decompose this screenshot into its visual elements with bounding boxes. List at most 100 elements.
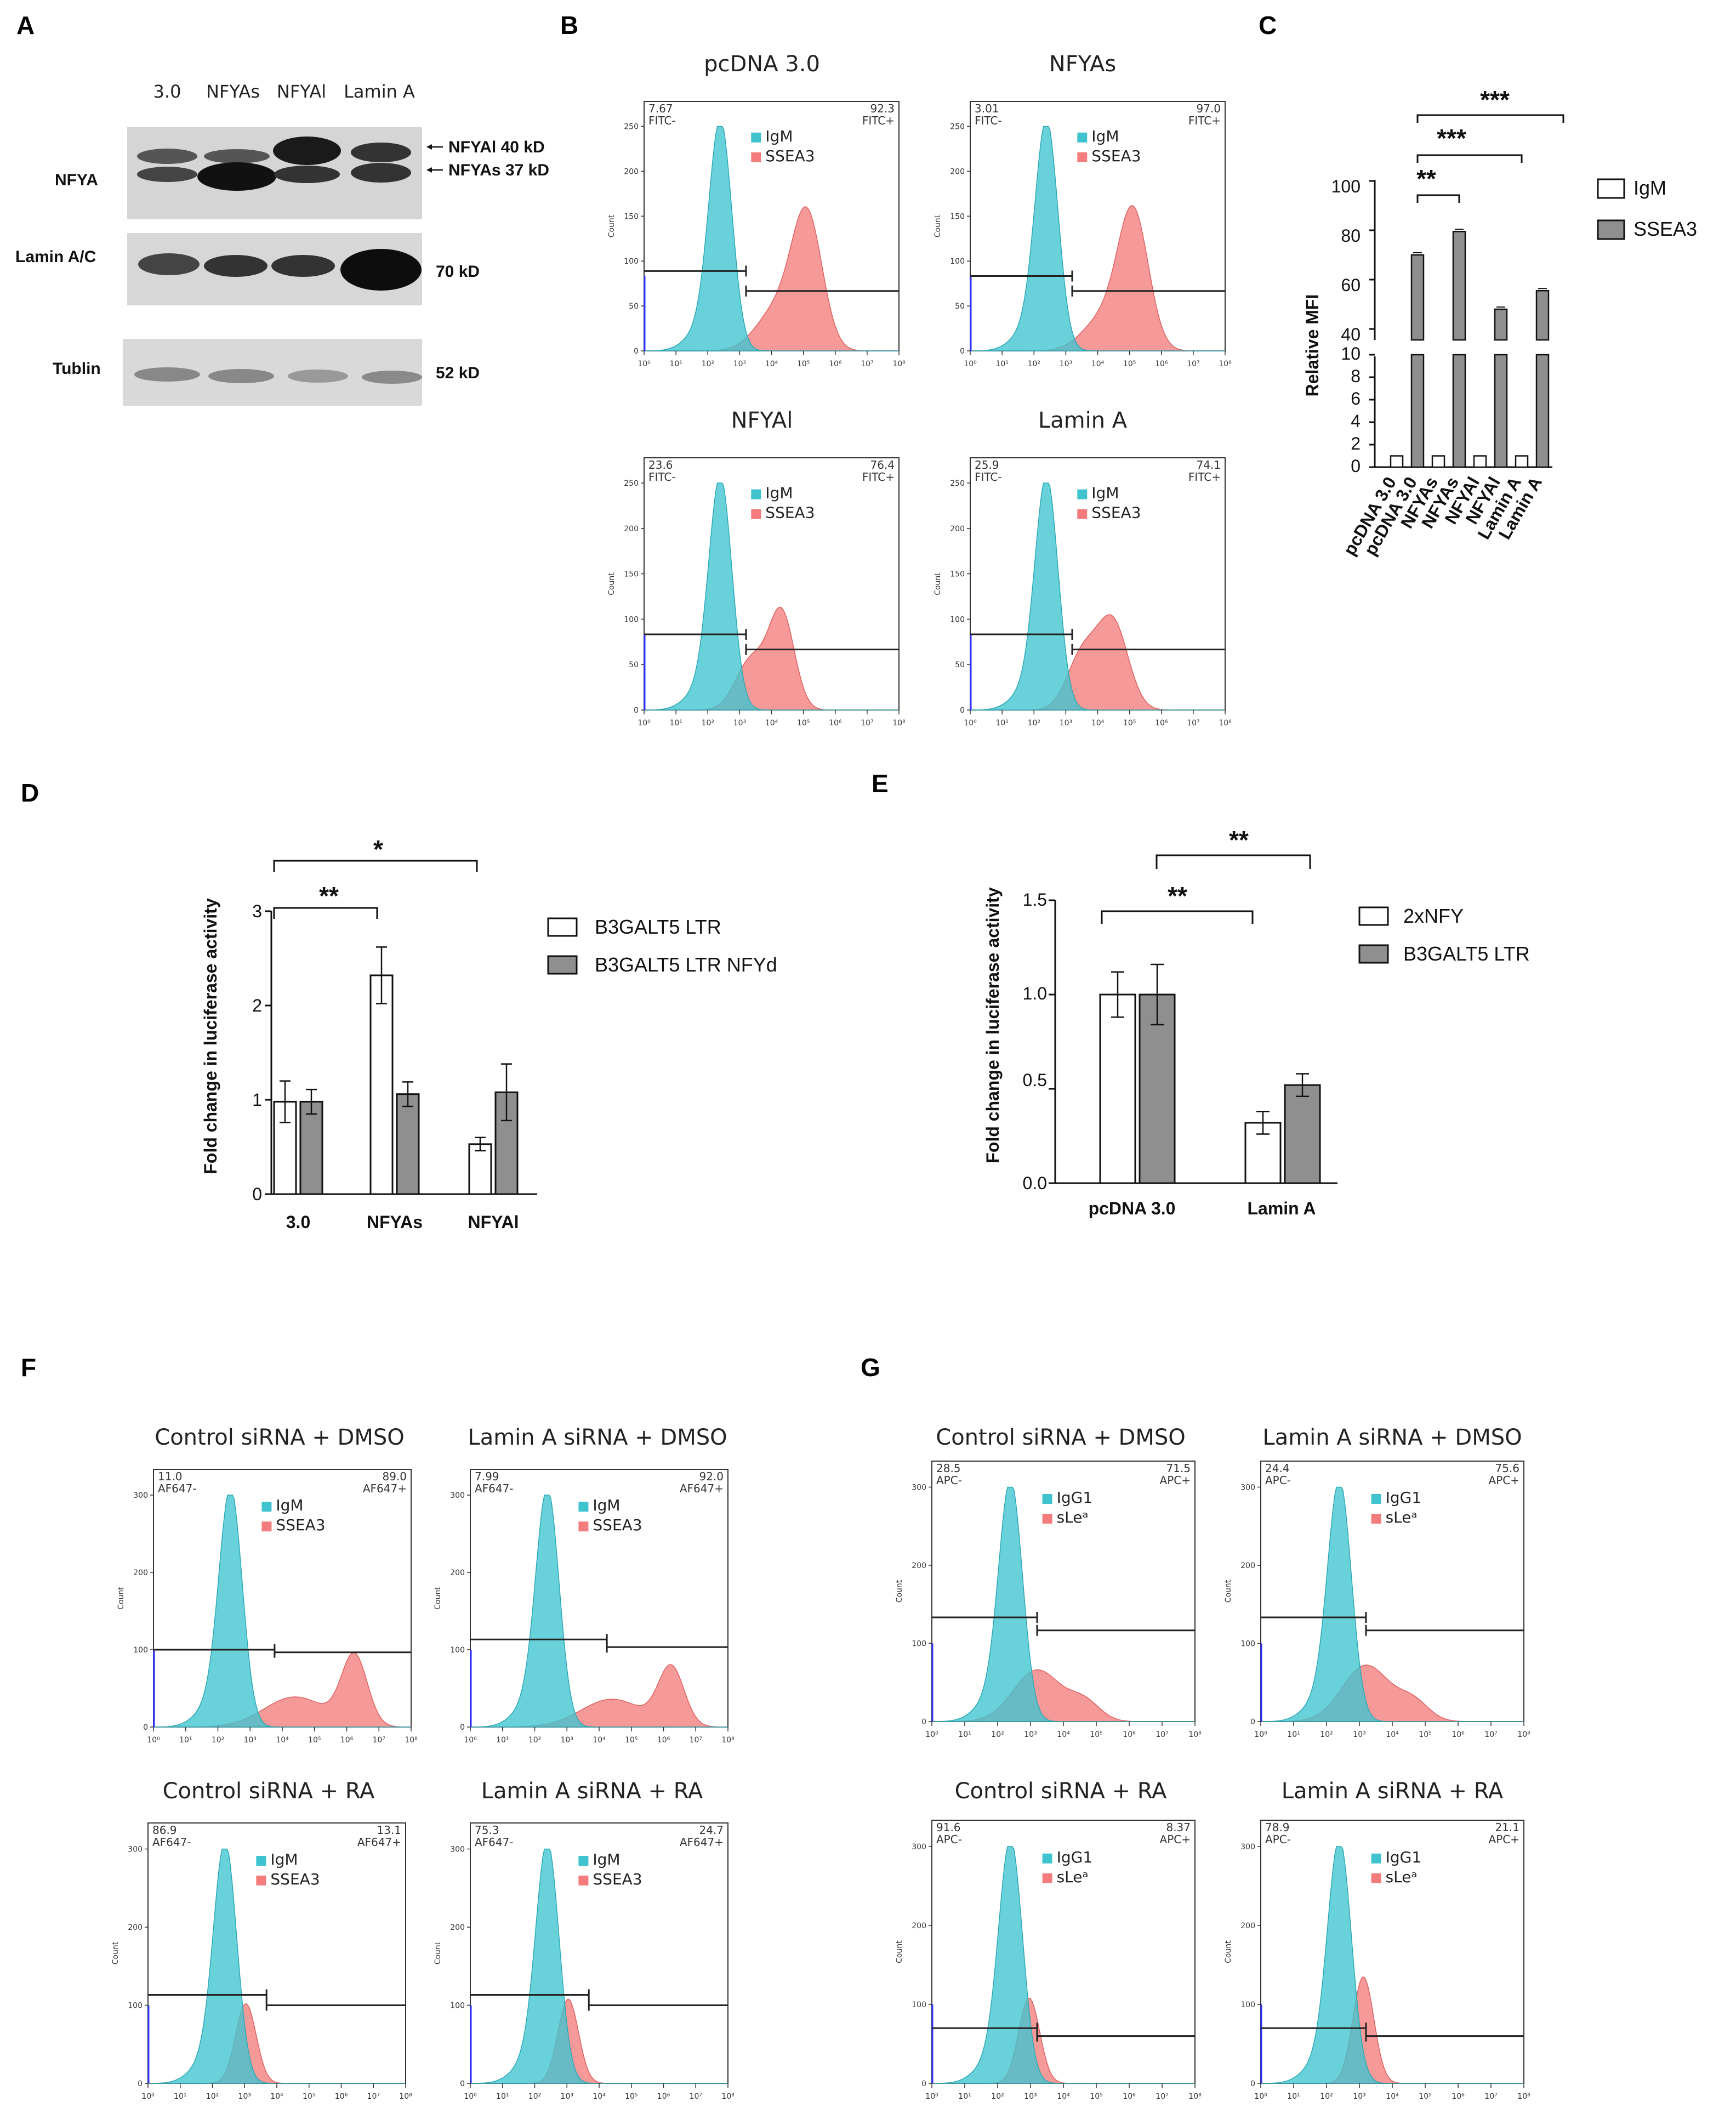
y-tick-label: 150	[950, 570, 965, 579]
x-tick-label: 10²	[206, 2092, 219, 2101]
y-axis-label: Count	[1224, 1580, 1233, 1603]
legend-label: sLeᵃ	[1386, 1508, 1418, 1526]
significance-star: **	[1229, 826, 1249, 854]
y-axis-label: Count	[1224, 1940, 1233, 1963]
flow-title: pcDNA 3.0	[704, 52, 820, 77]
x-tick-label: 10⁴	[765, 360, 778, 368]
gate-neg-pct: 25.9	[975, 458, 999, 472]
legend-swatch	[751, 509, 761, 519]
x-tick-label: 10⁵	[1090, 2092, 1102, 2101]
wb-band	[138, 253, 200, 275]
wb-band	[197, 162, 276, 191]
x-tick-label: 10⁰	[464, 2092, 477, 2101]
gate-neg-pct: 24.4	[1265, 1462, 1290, 1475]
y-tick-label: 0	[138, 2080, 143, 2088]
y-tick-label: 300	[1240, 1484, 1255, 1492]
y-axis-label: Count	[434, 1941, 442, 1964]
e-bar-ltr	[1284, 1084, 1321, 1184]
x-tick-label: 10¹	[496, 2092, 509, 2101]
flow-title: Lamin A siRNA + DMSO	[468, 1425, 727, 1450]
y-tick-label: 0	[960, 706, 965, 715]
x-tick-label: 10³	[244, 1736, 257, 1745]
gate-pos-label: FITC+	[1188, 114, 1221, 127]
c-bar-ssea3-upper	[1494, 308, 1508, 341]
y-tick-label: 100	[912, 2001, 926, 2009]
x-tick-label: 10⁸	[399, 2092, 412, 2101]
x-tick-label: 10⁷	[690, 2092, 702, 2101]
y-axis-label: Count	[895, 1580, 904, 1603]
legend-swatch	[578, 1502, 589, 1512]
legend-label: B3GALT5 LTR	[1403, 942, 1530, 965]
panel-c-ylabel: Relative MFI	[1302, 294, 1322, 397]
c-sig-bracket	[1416, 154, 1523, 163]
x-tick-label: 10⁵	[1419, 2092, 1431, 2101]
flow-title: Control siRNA + DMSO	[155, 1425, 404, 1450]
gate-neg-label: AF647-	[152, 1836, 191, 1849]
gate-neg-pct: 91.6	[936, 1821, 961, 1834]
c-tick: 8	[1351, 366, 1361, 386]
e-category: Lamin A	[1247, 1198, 1316, 1218]
y-tick-label: 100	[133, 1646, 148, 1655]
x-tick-label: 10⁶	[657, 1736, 670, 1745]
y-tick-label: 0	[1250, 1718, 1255, 1726]
gate-pos-label: APC+	[1160, 1474, 1191, 1487]
x-tick-label: 10²	[212, 1736, 224, 1745]
legend-label: SSEA3	[593, 1870, 642, 1888]
wb-band	[273, 137, 341, 165]
y-tick-label: 0	[634, 347, 639, 356]
y-tick-label: 100	[450, 2002, 465, 2010]
c-sig-bracket	[1416, 194, 1460, 203]
panel-d-plot	[265, 860, 537, 1195]
gate-pos-pct: 74.1	[1196, 458, 1221, 472]
y-tick-label: 200	[450, 1923, 465, 1932]
y-tick-label: 200	[950, 525, 965, 533]
legend-swatch	[578, 1876, 589, 1885]
y-tick-label: 100	[1240, 2001, 1255, 2009]
x-tick-label: 10⁵	[303, 2092, 315, 2101]
legend-label: IgM	[1633, 177, 1666, 199]
gate-pos-pct: 76.4	[870, 458, 895, 472]
y-tick-label: 100	[912, 1640, 926, 1649]
gate-pos-pct: 92.3	[870, 102, 895, 115]
y-tick-label: 200	[1240, 1561, 1255, 1570]
wb-band-mark: NFYAl 40 kD	[448, 138, 545, 156]
panel-label-e: E	[872, 769, 889, 798]
y-tick-label: 0	[460, 2080, 465, 2088]
e-tick: 1.5	[1023, 890, 1047, 910]
y-tick-label: 0	[634, 706, 639, 715]
x-tick-label: 10⁵	[308, 1736, 321, 1745]
x-tick-label: 10⁶	[1452, 2092, 1465, 2101]
x-tick-label: 10³	[733, 719, 746, 728]
flow-title: Lamin A siRNA + DMSO	[1262, 1425, 1522, 1450]
gate-neg-label: FITC-	[975, 470, 1002, 484]
gate-pos-label: AF647+	[357, 1836, 401, 1849]
flow-title: Lamin A	[1038, 408, 1128, 433]
x-tick-label: 10¹	[995, 360, 1008, 368]
c-tick: 10	[1341, 344, 1361, 363]
gate-neg-pct: 28.5	[936, 1462, 961, 1475]
y-tick-label: 200	[624, 525, 639, 533]
wb-band	[208, 369, 274, 383]
wb-band	[288, 370, 348, 383]
y-tick-label: 100	[128, 2002, 143, 2010]
wb-lane-label: Lamin A	[344, 81, 415, 102]
legend-label: SSEA3	[1633, 218, 1697, 240]
y-tick-label: 150	[624, 570, 639, 579]
wb-row-label: NFYA	[55, 171, 98, 189]
gate-neg-pct: 7.67	[648, 102, 673, 115]
histogram-control	[1260, 1486, 1524, 1722]
y-axis-label: Count	[434, 1587, 442, 1610]
x-tick-label: 10²	[991, 1730, 1004, 1739]
wb-band	[351, 163, 411, 183]
x-tick-label: 10²	[1028, 360, 1040, 368]
panel-label-d: D	[21, 779, 39, 807]
significance-star: ***	[1480, 86, 1510, 114]
histogram-control	[470, 1495, 728, 1728]
histogram-control	[147, 1848, 406, 2084]
x-tick-label: 10⁶	[829, 360, 842, 368]
x-tick-label: 10⁷	[1484, 1730, 1497, 1739]
wb-band	[362, 371, 422, 384]
dynamic-marks: 7.67FITC-92.3FITC+IgMSSEA305010015020025…	[111, 101, 1564, 2101]
panel-c-plot	[1369, 114, 1564, 468]
